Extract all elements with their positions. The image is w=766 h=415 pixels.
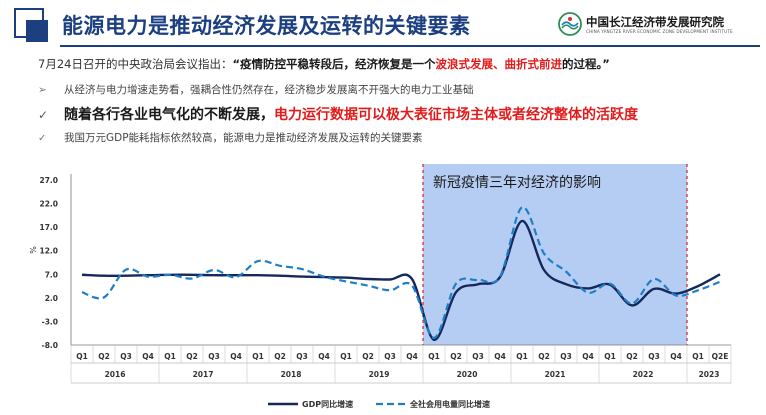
x-tick-label: Q1 bbox=[516, 352, 528, 361]
policy-quote: 7月24日召开的中央政治局会议指出：“疫情防控平稳转段后，经济恢复是一个波浪式发… bbox=[38, 56, 610, 72]
x-tick-label: Q2 bbox=[274, 352, 286, 361]
year-label: 2022 bbox=[633, 370, 654, 379]
y-axis-label: % bbox=[29, 246, 38, 254]
arrow-bullet-icon: ➢ bbox=[38, 84, 47, 96]
bullet-item: ✓ 随着各行各业电气化的不断发展，电力运行数据可以极大表征市场主体或者经济整体的活… bbox=[38, 104, 638, 124]
covid-period-highlight bbox=[423, 164, 687, 345]
y-tick-label: -3.0 bbox=[42, 317, 58, 326]
x-tick-label: Q4 bbox=[142, 352, 154, 361]
quote-suffix: 的过程。” bbox=[562, 57, 610, 71]
y-tick-label: 22.0 bbox=[39, 200, 58, 209]
x-tick-label: Q1 bbox=[164, 352, 176, 361]
x-tick-label: Q1 bbox=[252, 352, 264, 361]
year-label: 2023 bbox=[699, 370, 720, 379]
page-title: 能源电力是推动经济发展及运转的关键要素 bbox=[62, 14, 471, 38]
x-tick-label: Q1 bbox=[428, 352, 440, 361]
year-label: 2021 bbox=[545, 370, 566, 379]
x-tick-label: Q3 bbox=[296, 352, 308, 361]
quote-red-highlight: 波浪式发展、曲折式前进 bbox=[435, 57, 563, 71]
bullet-red-text: 电力运行数据可以极大表征市场主体或者经济整体的活跃度 bbox=[274, 107, 638, 123]
y-tick-label: 12.0 bbox=[39, 247, 58, 256]
y-tick-label: 2.0 bbox=[45, 294, 58, 303]
year-label: 2018 bbox=[281, 370, 302, 379]
title-divider bbox=[60, 45, 760, 47]
x-tick-label: Q4 bbox=[318, 352, 330, 361]
x-tick-label: Q1 bbox=[340, 352, 352, 361]
gdp-series-line bbox=[81, 219, 721, 342]
x-tick-label: Q2 bbox=[98, 352, 110, 361]
logo-square-filled bbox=[26, 20, 48, 42]
highlight-label: 新冠疫情三年对经济的影响 bbox=[433, 175, 601, 191]
bullet-text: 随着各行各业电气化的不断发展， bbox=[64, 107, 274, 123]
x-tick-label: Q2 bbox=[362, 352, 374, 361]
quote-prefix: 7月24日召开的中央政治局会议指出： bbox=[38, 57, 233, 71]
power-consumption-series-line bbox=[81, 206, 721, 340]
x-tick-label: Q2 bbox=[538, 352, 550, 361]
check-bullet-icon: ✓ bbox=[38, 133, 47, 144]
x-tick-label: Q1 bbox=[604, 352, 616, 361]
y-tick-label: -8.0 bbox=[42, 341, 58, 350]
year-label: 2020 bbox=[457, 370, 478, 379]
check-bullet-icon: ✓ bbox=[38, 108, 49, 122]
x-tick-label: Q3 bbox=[120, 352, 132, 361]
legend-gdp-label: GDP同比增速 bbox=[302, 399, 353, 409]
year-label: 2019 bbox=[369, 370, 390, 379]
y-tick-label: 27.0 bbox=[39, 176, 58, 185]
institute-name: 中国长江经济带发展研究院 bbox=[586, 15, 724, 29]
x-tick-label: Q3 bbox=[648, 352, 660, 361]
quote-bold: “疫情防控平稳转段后，经济恢复是一个 bbox=[232, 57, 436, 71]
year-label: 2017 bbox=[193, 370, 214, 379]
x-tick-label: Q3 bbox=[208, 352, 220, 361]
x-tick-label: Q4 bbox=[582, 352, 594, 361]
x-tick-label: Q2 bbox=[450, 352, 462, 361]
x-tick-label: Q4 bbox=[406, 352, 418, 361]
bullet-item: ✓ 我国万元GDP能耗指标依然较高，能源电力是推动经济发展及运转的关键要素 bbox=[38, 130, 423, 145]
x-tick-label: Q4 bbox=[670, 352, 682, 361]
x-tick-label: Q4 bbox=[494, 352, 506, 361]
institute-brand: 中国长江经济带发展研究院 CHINA YANGTZE RIVER ECONOMI… bbox=[558, 12, 763, 38]
growth-line-chart: 新冠疫情三年对经济的影响 27.0 22.0 17.0 12.0 7.0 2.0 -3.0 -8… bbox=[29, 164, 732, 409]
x-tick-label: Q2E bbox=[712, 352, 729, 361]
bullet-text: 我国万元GDP能耗指标依然较高，能源电力是推动经济发展及运转的关键要素 bbox=[64, 132, 423, 144]
bullet-item: ➢ 从经济与电力增速走势看，强耦合性仍然存在，经济稳步发展离不开强大的电力工业基础 bbox=[38, 82, 474, 97]
x-tick-label: Q4 bbox=[230, 352, 242, 361]
x-tick-label: Q3 bbox=[384, 352, 396, 361]
slide-logo-mark bbox=[14, 8, 48, 42]
x-tick-label: Q1 bbox=[692, 352, 704, 361]
x-tick-label: Q2 bbox=[186, 352, 198, 361]
institute-english-name: CHINA YANGTZE RIVER ECONOMIC ZONE DEVELO… bbox=[586, 29, 733, 34]
legend-power-label: 全社会用电量同比增速 bbox=[409, 399, 490, 409]
x-tick-label: Q2 bbox=[626, 352, 638, 361]
y-tick-label: 7.0 bbox=[45, 270, 58, 279]
bullet-text: 从经济与电力增速走势看，强耦合性仍然存在，经济稳步发展离不开强大的电力工业基础 bbox=[64, 84, 474, 96]
institute-logo-icon bbox=[558, 12, 582, 36]
year-label: 2016 bbox=[105, 370, 126, 379]
x-tick-label: Q3 bbox=[472, 352, 484, 361]
y-tick-label: 17.0 bbox=[39, 223, 58, 232]
x-tick-label: Q1 bbox=[76, 352, 88, 361]
x-tick-label: Q3 bbox=[560, 352, 572, 361]
